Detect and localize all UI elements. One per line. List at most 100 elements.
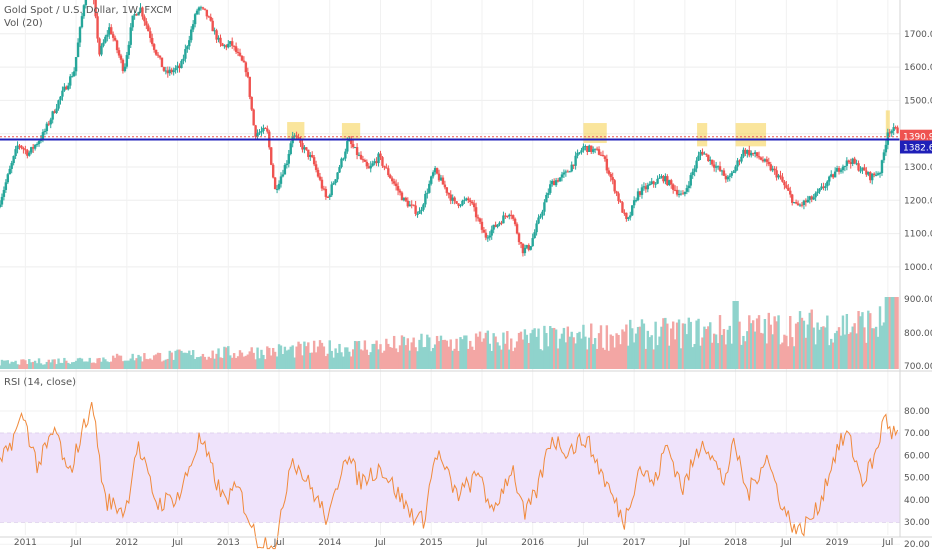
candle-body [892,127,895,131]
candle-body [642,186,646,188]
candle-body [445,187,449,193]
volume-bar [502,332,505,369]
candle-body [586,146,589,152]
volume-bar [656,345,659,369]
volume-bar [853,323,856,369]
volume-bar [726,329,730,369]
volume-bar [143,353,146,369]
volume-bar [798,311,802,369]
candle-body [812,197,815,200]
candle-body [482,229,486,233]
volume-bar [205,359,209,369]
candle-body [543,202,546,212]
volume-bar [184,352,187,369]
candle-body [94,0,97,17]
candle-body [170,69,173,73]
volume-bar [285,350,289,369]
volume-bar [344,347,347,369]
candle-body [486,237,490,239]
volume-bar [508,349,511,369]
candle-body [872,173,876,175]
candle-body [37,141,41,144]
volume-bar [781,342,784,369]
candle-body [31,147,35,149]
volume-bar [301,355,304,369]
volume-bar [488,343,491,369]
volume-bar [463,335,466,369]
volume-bar [453,348,456,369]
candle-body [757,156,761,158]
volume-bar [279,345,283,369]
volume-bar [271,347,275,369]
candle-body [363,159,367,162]
volume-bar [597,333,601,369]
volume-bar [133,360,136,369]
candle-body [783,181,786,186]
candle-body [746,150,749,154]
candle-body [652,181,655,184]
volume-bar [359,349,363,369]
candle-body [718,166,722,171]
candle-body [861,167,864,171]
volume-bar [872,328,876,369]
volume-bar [22,359,25,369]
candle-body [551,180,554,185]
volume-bar [51,359,54,369]
volume-bar [556,348,560,369]
rsi-line [0,401,899,550]
candle-body [562,172,566,175]
volume-bar [113,357,117,369]
candle-body [511,215,515,219]
volume-bar [363,340,367,369]
candle-body [47,123,50,125]
candle-body [117,50,121,56]
candle-body [41,132,45,140]
candle-body [188,40,191,47]
volume-bar [414,347,417,369]
time-tick-label: Jul [70,538,82,548]
candle-body [82,5,86,17]
volume-bar [675,322,679,369]
volume-bar [474,333,478,369]
candle-body [839,170,843,172]
candle-body [137,12,140,16]
candle-body [293,135,296,137]
volume-bar [789,315,792,369]
volume-bar [625,324,628,369]
volume-bar [149,358,152,369]
rsi-tick-label: 30.00 [904,518,930,528]
time-tick-label: Jul [273,538,285,548]
candle-body [631,205,634,216]
candle-body [213,30,216,32]
candle-body [180,60,183,69]
volume-bar [69,363,72,369]
candle-body [433,168,437,173]
candle-body [342,158,345,160]
candle-body [724,175,728,180]
volume-bar [558,338,562,369]
time-tick-label: Jul [881,538,893,548]
volume-bar [102,357,105,369]
candle-body [753,152,757,154]
candle-body [599,154,603,156]
candle-body [4,182,8,190]
candle-body [455,201,458,204]
volume-bar [41,364,45,369]
volume-bar [244,355,248,369]
candle-body [687,185,690,189]
candle-body [802,200,806,205]
candle-body [430,176,433,184]
volume-bar [878,306,882,369]
volume-bar [552,327,556,369]
volume-bar [275,356,279,369]
candle-body [671,184,675,190]
candle-body [135,14,138,16]
candle-body [828,176,831,182]
candle-body [285,163,289,166]
volume-bar [396,352,400,369]
candle-body [182,58,185,61]
candle-body [494,224,497,227]
candle-body [658,177,661,179]
candle-body [683,191,687,195]
